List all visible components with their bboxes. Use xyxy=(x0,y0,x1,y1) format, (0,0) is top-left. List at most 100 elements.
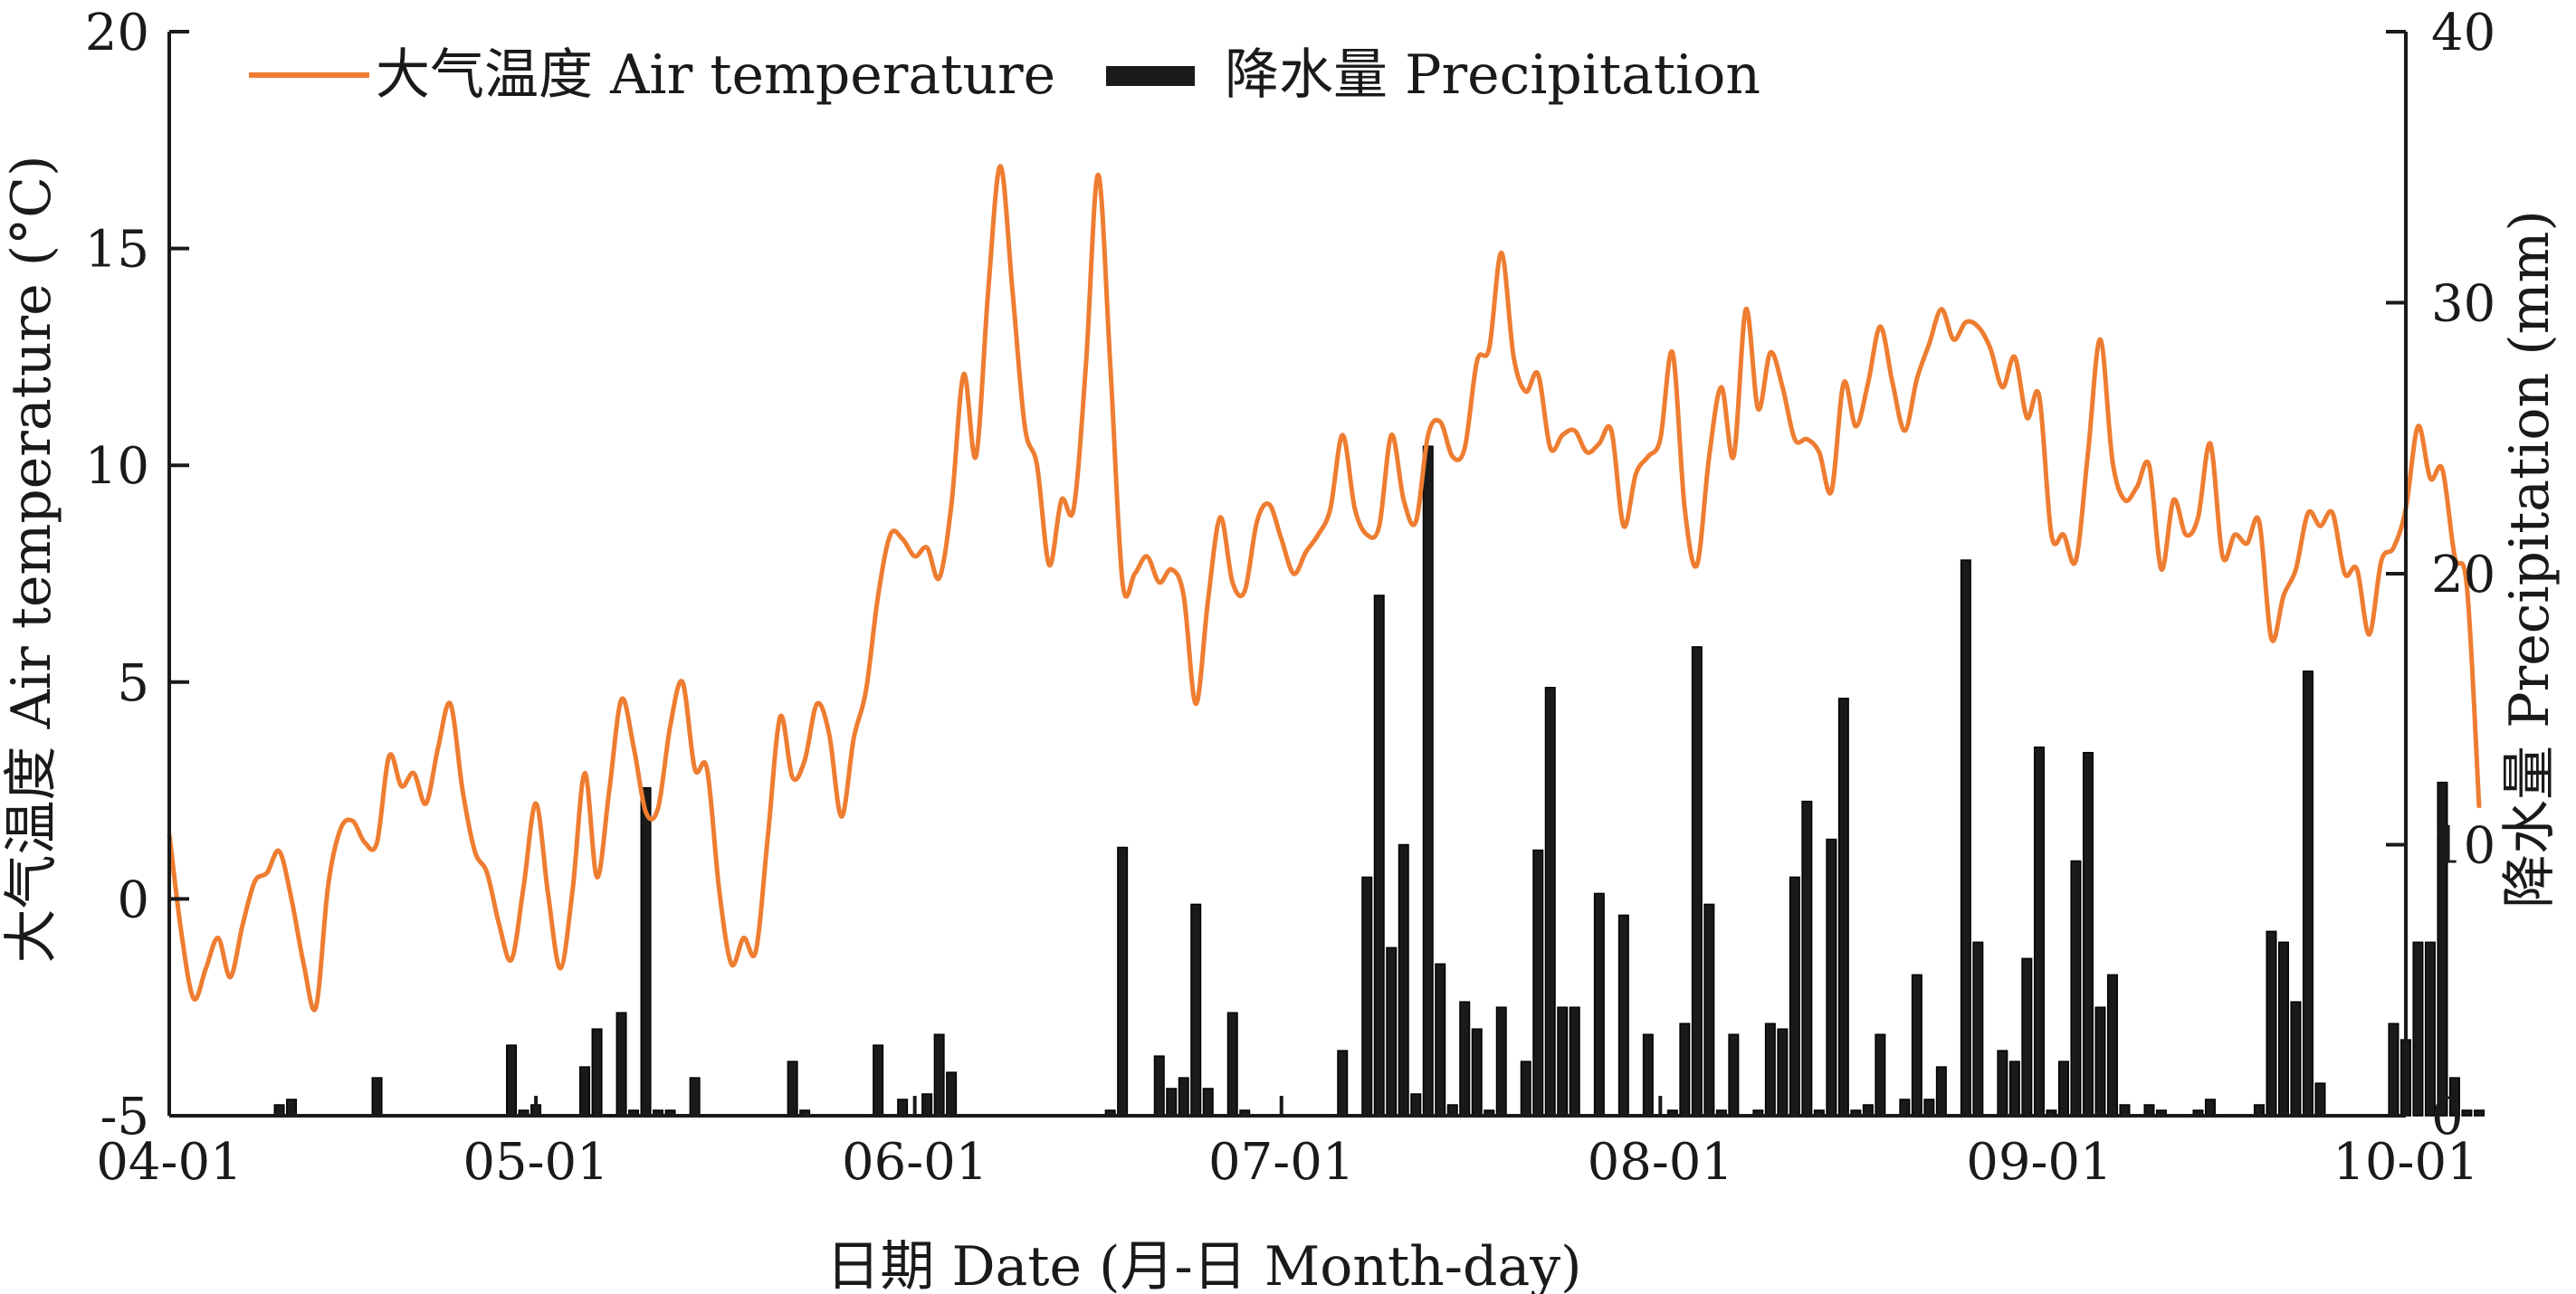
y-right-tick-label: 20 xyxy=(2431,546,2495,604)
precipitation-bar xyxy=(1226,1012,1238,1117)
precipitation-bar xyxy=(1837,698,1849,1117)
x-tick-label: 06-01 xyxy=(842,1133,987,1192)
x-tick-label: 09-01 xyxy=(1966,1133,2112,1192)
precipitation-bar xyxy=(1202,1088,1214,1117)
y-right-tick-label: 40 xyxy=(2431,4,2495,62)
precipitation-bar xyxy=(1373,595,1385,1117)
precipitation-bar xyxy=(1422,445,1434,1117)
precipitation-bar xyxy=(2277,941,2289,1117)
precipitation-bar xyxy=(787,1061,798,1117)
precipitation-bar xyxy=(2302,671,2314,1117)
precipitation-bar xyxy=(579,1066,591,1117)
precipitation-bars xyxy=(273,445,2485,1117)
precipitation-bar xyxy=(1826,838,1837,1117)
precipitation-bar xyxy=(1960,559,1971,1117)
precipitation-bar xyxy=(1386,947,1398,1117)
precipitation-bar xyxy=(1679,1023,1691,1117)
precipitation-bar xyxy=(1642,1033,1654,1117)
precipitation-bar xyxy=(946,1071,958,1117)
precipitation-bar xyxy=(506,1044,518,1117)
y-right-tick-label: 0 xyxy=(2431,1088,2464,1147)
precipitation-bar xyxy=(286,1099,298,1117)
y-right-tick-label: 30 xyxy=(2431,275,2495,334)
precipitation-bar xyxy=(1337,1050,1349,1117)
precipitation-bar xyxy=(2424,941,2436,1117)
precipitation-bar xyxy=(2266,930,2277,1117)
y-axis-title-left: 大气温度 Air temperature (°C) xyxy=(0,156,63,964)
x-tick-label: 05-01 xyxy=(463,1133,608,1192)
precipitation-bar xyxy=(1777,1028,1789,1117)
precipitation-bar xyxy=(1593,892,1605,1117)
precipitation-bar xyxy=(2082,751,2094,1117)
precipitation-bar xyxy=(1789,876,1800,1117)
precipitation-bar xyxy=(1764,1023,1776,1117)
precipitation-bar xyxy=(1703,903,1715,1117)
y-left-tick-label: 5 xyxy=(117,654,149,713)
precipitation-bar xyxy=(2314,1082,2326,1117)
precipitation-bar xyxy=(2474,1109,2485,1117)
precipitation-bar xyxy=(1875,1033,1886,1117)
precipitation-bar xyxy=(933,1033,945,1117)
precipitation-bar xyxy=(921,1093,933,1117)
precipitation-bar xyxy=(1899,1099,1911,1117)
precipitation-bar xyxy=(2094,1006,2106,1117)
precipitation-bar xyxy=(1544,687,1556,1117)
precipitation-bar xyxy=(897,1099,909,1117)
air-temperature-line xyxy=(167,164,2482,1013)
y-left-tick-label: 0 xyxy=(117,871,149,929)
x-tick-label: 08-01 xyxy=(1588,1133,1733,1192)
precipitation-bar xyxy=(1997,1050,2008,1117)
precipitation-bar xyxy=(2106,974,2118,1117)
precipitation-bar xyxy=(2437,781,2448,1117)
precipitation-bar xyxy=(1190,903,1202,1117)
precipitation-bar xyxy=(1801,800,1813,1117)
precipitation-bar xyxy=(1435,963,1446,1117)
x-axis-title: 日期 Date (月-日 Month-day) xyxy=(825,1235,1581,1294)
precipitation-bar xyxy=(2461,1109,2473,1117)
precipitation-bar xyxy=(1153,1055,1165,1117)
precipitation-bar xyxy=(1361,876,1373,1117)
precipitation-bar xyxy=(2290,1001,2302,1117)
x-tick-label: 04-01 xyxy=(96,1133,242,1192)
precipitation-bar xyxy=(1972,941,1984,1117)
legend-label-air-temperature: 大气温度 Air temperature xyxy=(376,43,1055,107)
legend: 大气温度 Air temperature 降水量 Precipitation xyxy=(249,43,1760,107)
precipitation-bar xyxy=(2070,860,2082,1117)
precipitation-bar xyxy=(371,1077,383,1117)
precipitation-bar xyxy=(1728,1033,1740,1117)
precipitation-bar xyxy=(591,1028,603,1117)
precipitation-bar xyxy=(1166,1088,1178,1117)
precipitation-bar xyxy=(1495,1006,1507,1117)
y-left-tick-label: 15 xyxy=(85,221,149,280)
precipitation-bar xyxy=(1178,1077,1189,1117)
precipitation-bar xyxy=(2057,1061,2069,1117)
precipitation-bar xyxy=(1520,1061,1531,1117)
precipitation-bar xyxy=(2388,1023,2399,1117)
legend-label-precipitation: 降水量 Precipitation xyxy=(1225,43,1760,107)
precipitation-bar xyxy=(1398,843,1409,1117)
x-tick-label: 07-01 xyxy=(1208,1133,1354,1192)
y-axis-title-right: 降水量 Precipitation (mm) xyxy=(2498,210,2562,909)
precipitation-bar xyxy=(2033,746,2045,1117)
x-tick-label: 10-01 xyxy=(2333,1133,2478,1192)
precipitation-bar xyxy=(873,1044,884,1117)
precipitation-bar xyxy=(1911,974,1922,1117)
precipitation-bar xyxy=(2448,1077,2460,1117)
precipitation-bar xyxy=(1617,914,1629,1117)
precipitation-bar xyxy=(2008,1061,2020,1117)
precipitation-bar xyxy=(615,1012,627,1117)
y-left-tick-label: 20 xyxy=(85,4,149,62)
precipitation-bar xyxy=(1459,1001,1471,1117)
tick-labels: -5 0 5 10 15 20 0 10 20 30 40 04-01 05-01 06-01 07-01 0… xyxy=(85,4,2496,1192)
precipitation-bar xyxy=(1117,846,1129,1117)
precipitation-bar xyxy=(2412,941,2424,1117)
axes xyxy=(167,30,2408,1118)
precipitation-bar xyxy=(1691,646,1703,1117)
precipitation-bar xyxy=(1532,849,1544,1117)
precipitation-bar xyxy=(2021,957,2033,1117)
precipitation-bar xyxy=(1569,1006,1580,1117)
precipitation-bar xyxy=(689,1077,701,1117)
precipitation-bar xyxy=(1557,1006,1569,1117)
legend-bar-swatch xyxy=(1106,66,1195,86)
